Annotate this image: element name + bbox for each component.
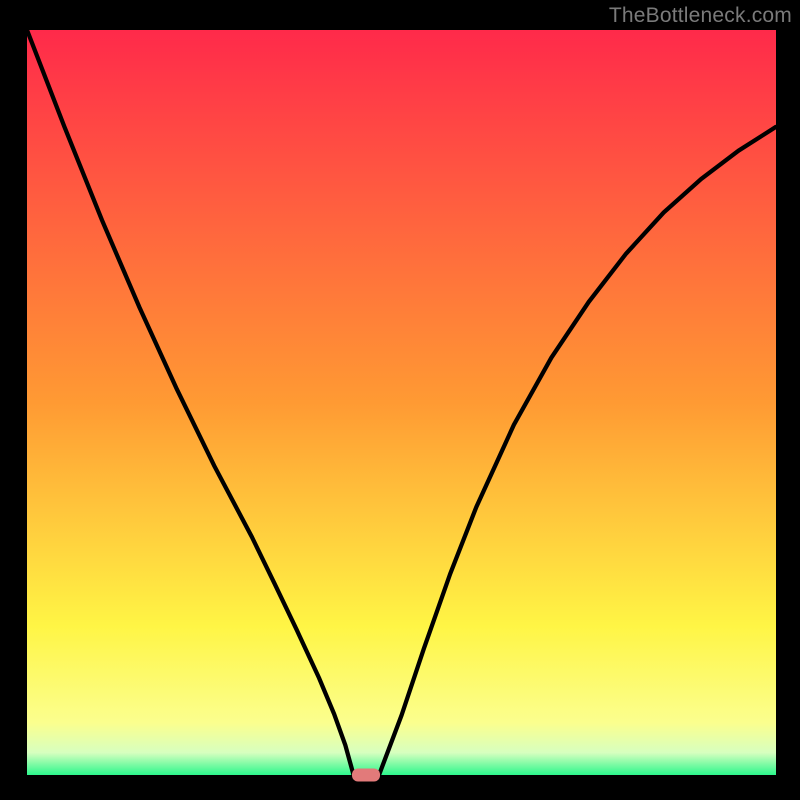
bottleneck-curve <box>27 30 776 775</box>
curve-right-branch <box>379 127 776 775</box>
optimal-point-marker <box>352 769 380 782</box>
curve-left-branch <box>27 30 354 775</box>
watermark-text: TheBottleneck.com <box>609 4 792 28</box>
plot-area <box>27 30 776 775</box>
chart-frame: TheBottleneck.com <box>0 0 800 800</box>
